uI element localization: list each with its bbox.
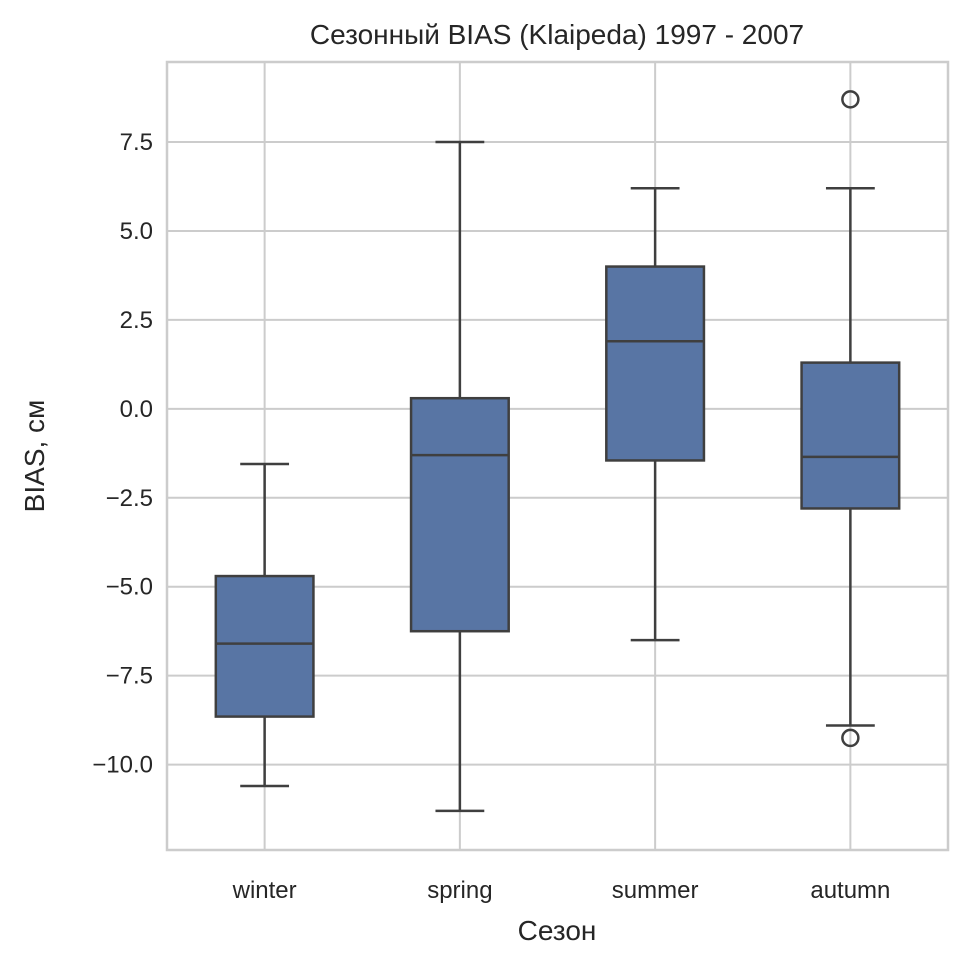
outlier-point [841, 728, 860, 748]
y-tick-label: 5.0 [120, 218, 153, 245]
outlier-point [841, 90, 860, 109]
x-tick-label: summer [612, 877, 699, 904]
iqr-box [214, 574, 315, 718]
y-tick-label: 0.0 [120, 396, 153, 423]
x-axis-label: Сезон [518, 915, 597, 946]
y-tick-label: −10.0 [92, 752, 153, 779]
iqr-box [409, 396, 510, 633]
box-group-spring [409, 140, 510, 813]
chart-title: Сезонный BIAS (Klaipeda) 1997 - 2007 [310, 19, 804, 50]
iqr-box [605, 265, 706, 462]
box-group-autumn [800, 90, 901, 748]
y-tick-label: −2.5 [106, 485, 153, 512]
y-tick-label: −7.5 [106, 663, 153, 690]
x-tick-label: spring [427, 877, 492, 904]
x-tick-label: autumn [810, 877, 890, 904]
y-axis-label: BIAS, см [19, 400, 50, 513]
box-layer [214, 90, 901, 813]
plot-frame [165, 60, 950, 852]
y-tick-label: −5.0 [106, 574, 153, 601]
box-group-winter [214, 462, 315, 788]
iqr-box [800, 361, 901, 510]
y-tick-label: 2.5 [120, 307, 153, 334]
y-tick-label: 7.5 [120, 129, 153, 156]
tick-layer: −10.0 −7.5 −5.0 −2.5 0.0 2.5 5.0 7.5 winter sprin… [92, 129, 890, 904]
x-tick-label: winter [232, 877, 297, 904]
box-group-summer [605, 187, 706, 642]
